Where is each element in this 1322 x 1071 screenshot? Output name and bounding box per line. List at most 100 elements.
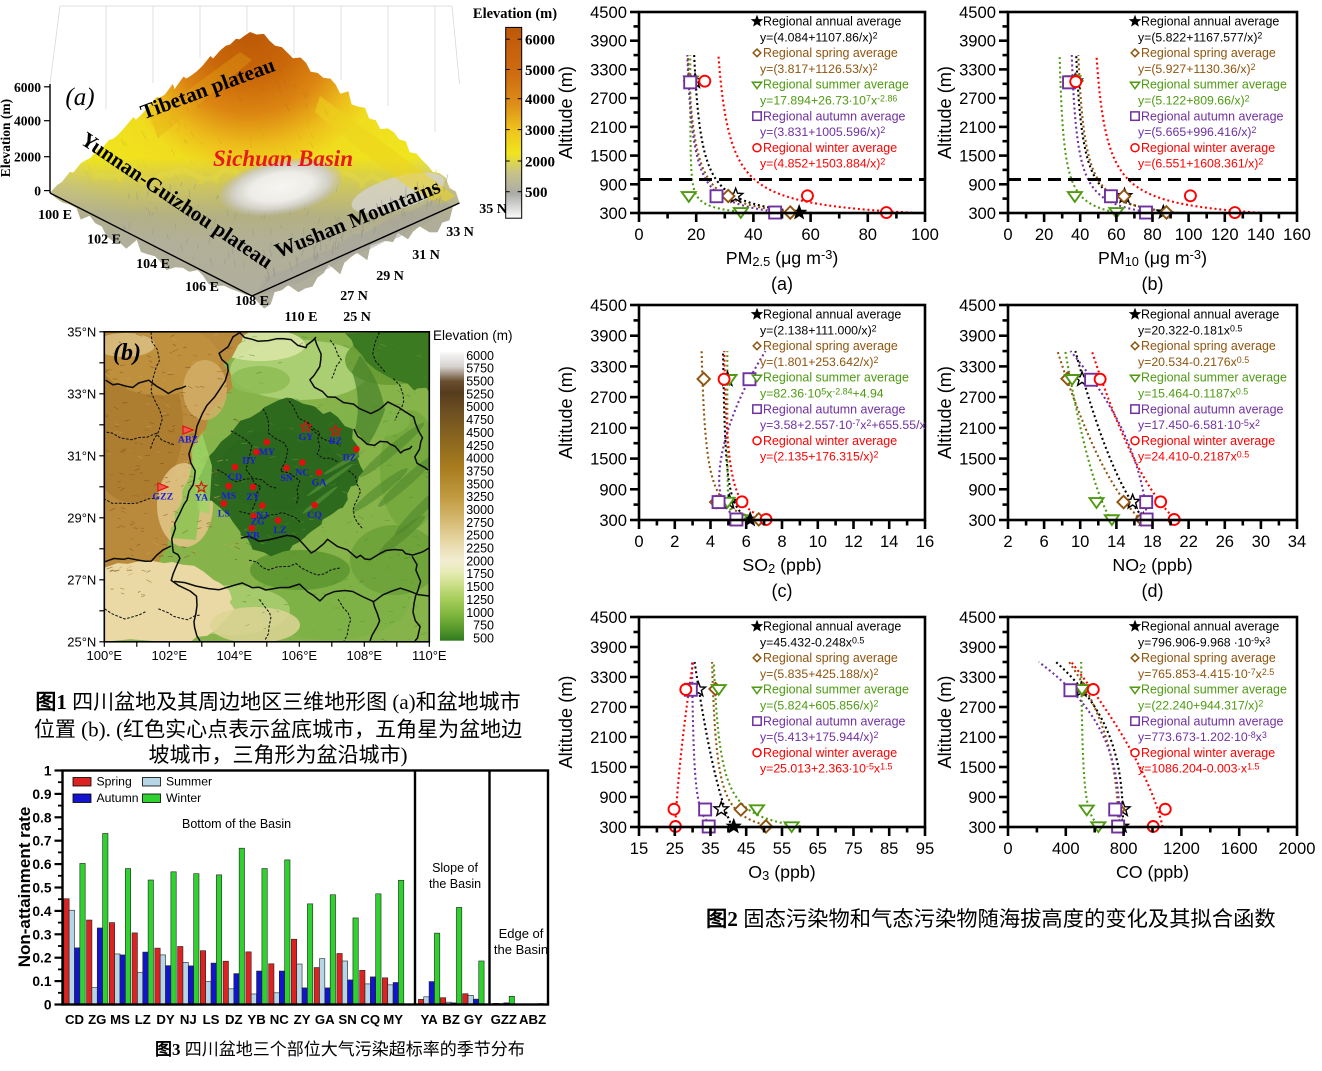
svg-text:GY: GY	[464, 1012, 483, 1027]
svg-text:102 E: 102 E	[87, 233, 121, 248]
svg-text:Summer: Summer	[166, 775, 212, 789]
svg-text:y=3.58+2.557∙10-7x2+655.55/x: y=3.58+2.557∙10-7x2+655.55/x	[760, 418, 927, 432]
svg-text:Regional spring average: Regional spring average	[1141, 46, 1276, 60]
svg-text:5250: 5250	[466, 387, 494, 401]
svg-text:Winter: Winter	[166, 791, 201, 805]
svg-text:0.5: 0.5	[32, 881, 52, 896]
svg-text:ZG: ZG	[88, 1012, 106, 1027]
svg-text:LZ: LZ	[273, 525, 287, 536]
svg-text:300: 300	[968, 511, 996, 530]
svg-text:100 E: 100 E	[38, 208, 72, 223]
svg-text:104 E: 104 E	[136, 257, 170, 272]
svg-text:3250: 3250	[466, 490, 494, 504]
svg-text:MY: MY	[383, 1012, 403, 1027]
svg-text:4500: 4500	[590, 608, 627, 627]
svg-text:GA: GA	[315, 1012, 335, 1027]
svg-text:Elevation (m): Elevation (m)	[473, 6, 557, 22]
svg-text:1500: 1500	[590, 758, 627, 777]
svg-text:y=(5.824+605.856/x)2: y=(5.824+605.856/x)2	[760, 699, 879, 713]
svg-text:Regional annual average: Regional annual average	[763, 620, 901, 634]
svg-text:3300: 3300	[590, 357, 627, 376]
svg-text:y=796.906-9.968 ∙10-9x3: y=796.906-9.968 ∙10-9x3	[1138, 635, 1270, 649]
svg-text:Regional winter average: Regional winter average	[763, 746, 897, 760]
svg-text:900: 900	[599, 175, 627, 194]
svg-text:(b): (b)	[1142, 274, 1164, 294]
svg-text:0.4: 0.4	[32, 904, 52, 919]
svg-text:y=(5.413+175.944/x)2: y=(5.413+175.944/x)2	[760, 730, 879, 744]
svg-text:102°E: 102°E	[152, 648, 188, 663]
svg-text:2500: 2500	[466, 529, 494, 543]
svg-text:100°E: 100°E	[87, 648, 123, 663]
svg-text:110 E: 110 E	[284, 310, 317, 325]
svg-text:1600: 1600	[1221, 839, 1258, 858]
svg-text:O3 (ppb): O3 (ppb)	[748, 862, 815, 883]
svg-text:(a): (a)	[771, 274, 793, 294]
svg-text:6: 6	[742, 532, 751, 551]
svg-text:20: 20	[687, 225, 705, 244]
svg-text:27°N: 27°N	[67, 572, 96, 587]
svg-text:300: 300	[968, 818, 996, 837]
svg-text:Regional winter average: Regional winter average	[1141, 434, 1275, 448]
svg-text:Altitude (m): Altitude (m)	[935, 66, 955, 159]
svg-text:31 N: 31 N	[412, 248, 440, 263]
svg-text:18: 18	[1143, 532, 1161, 551]
svg-text:2: 2	[670, 532, 679, 551]
svg-text:位置 (b). (红色实心点表示盆底城市，五角星为盆地边: 位置 (b). (红色实心点表示盆底城市，五角星为盆地边	[34, 718, 522, 742]
svg-text:10: 10	[1071, 532, 1089, 551]
svg-text:4: 4	[706, 532, 715, 551]
svg-text:3300: 3300	[590, 668, 627, 687]
svg-text:2250: 2250	[466, 542, 494, 556]
svg-text:33 N: 33 N	[446, 225, 474, 240]
svg-text:0.6: 0.6	[32, 857, 52, 872]
svg-text:LS: LS	[203, 1012, 220, 1027]
svg-text:65: 65	[809, 839, 827, 858]
svg-text:6000: 6000	[466, 349, 494, 363]
svg-text:160: 160	[1283, 225, 1311, 244]
svg-text:25: 25	[666, 839, 684, 858]
svg-text:2750: 2750	[466, 516, 494, 530]
svg-text:2100: 2100	[590, 118, 627, 137]
svg-text:120: 120	[1211, 225, 1239, 244]
svg-text:Elevation (m): Elevation (m)	[433, 328, 513, 343]
svg-text:1500: 1500	[959, 758, 996, 777]
svg-text:104°E: 104°E	[217, 648, 253, 663]
svg-text:DZ: DZ	[343, 453, 357, 464]
svg-text:29 N: 29 N	[376, 269, 404, 284]
svg-text:1500: 1500	[959, 147, 996, 166]
svg-text:3900: 3900	[959, 327, 996, 346]
svg-text:the Basin: the Basin	[429, 877, 481, 891]
svg-text:y=(22.240+944.317/x)2: y=(22.240+944.317/x)2	[1138, 699, 1263, 713]
svg-text:29°N: 29°N	[67, 510, 96, 525]
svg-text:30: 30	[1252, 532, 1270, 551]
svg-text:ABZ: ABZ	[178, 435, 199, 446]
svg-text:2700: 2700	[959, 89, 996, 108]
svg-text:y=20.534-0.2176x0.5: y=20.534-0.2176x0.5	[1138, 355, 1249, 369]
svg-text:YA: YA	[195, 493, 208, 504]
svg-text:60: 60	[1107, 225, 1125, 244]
svg-text:Regional annual average: Regional annual average	[1141, 620, 1279, 634]
svg-text:6: 6	[1039, 532, 1048, 551]
svg-text:(b): (b)	[113, 340, 141, 366]
svg-text:SN: SN	[338, 1012, 356, 1027]
svg-text:y=(5.835+425.188/x)2: y=(5.835+425.188/x)2	[760, 667, 879, 681]
svg-text:3900: 3900	[590, 327, 627, 346]
svg-text:1500: 1500	[466, 580, 494, 594]
svg-text:0: 0	[34, 184, 41, 199]
svg-text:0: 0	[44, 998, 52, 1013]
svg-text:6000: 6000	[525, 33, 555, 49]
svg-text:15: 15	[630, 839, 648, 858]
svg-text:Altitude (m): Altitude (m)	[935, 366, 955, 459]
svg-text:1500: 1500	[590, 147, 627, 166]
svg-text:y=773.673-1.202∙10-8x3: y=773.673-1.202∙10-8x3	[1138, 730, 1267, 744]
svg-text:Regional winter average: Regional winter average	[1141, 746, 1275, 760]
svg-text:Regional summer average: Regional summer average	[763, 371, 909, 385]
svg-text:y=(2.138+111.000/x)2: y=(2.138+111.000/x)2	[760, 323, 877, 337]
svg-text:40: 40	[1071, 225, 1089, 244]
svg-text:SO2 (ppb): SO2 (ppb)	[742, 555, 821, 576]
svg-text:2100: 2100	[959, 728, 996, 747]
svg-text:y=(1.801+253.642/x)2: y=(1.801+253.642/x)2	[760, 355, 879, 369]
svg-text:300: 300	[968, 204, 996, 223]
svg-text:DZ: DZ	[225, 1012, 243, 1027]
svg-text:Sichuan Basin: Sichuan Basin	[213, 146, 353, 171]
svg-text:NJ: NJ	[180, 1012, 197, 1027]
